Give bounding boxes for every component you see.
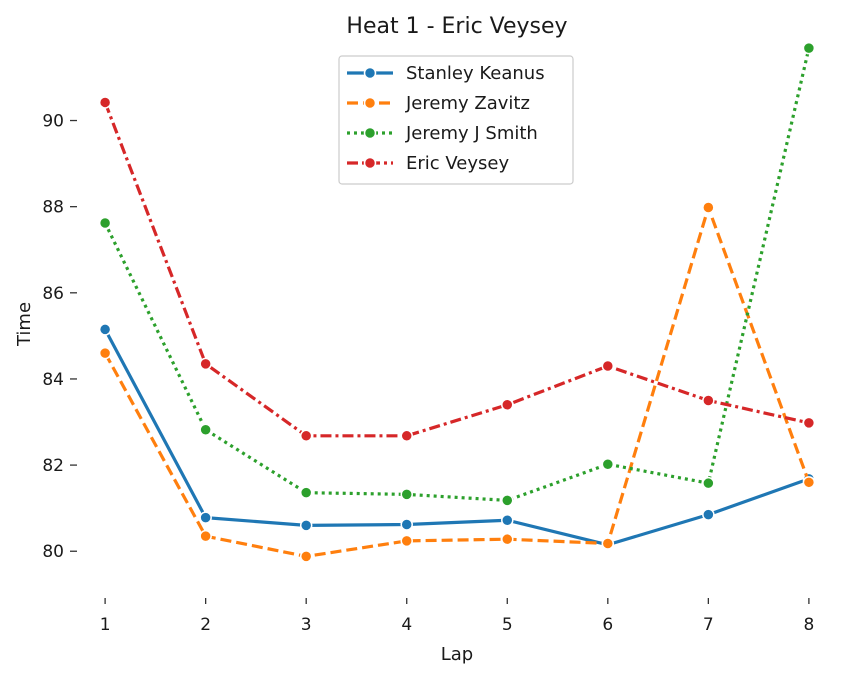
data-point (299, 550, 313, 563)
data-point (601, 537, 615, 550)
x-tick-label: 2 (200, 615, 211, 635)
x-tick-label: 6 (602, 615, 613, 635)
x-tick-label: 5 (502, 615, 513, 635)
data-point (98, 346, 112, 360)
series-layer (98, 41, 816, 563)
data-point (98, 96, 112, 109)
legend-label: Jeremy J Smith (405, 123, 538, 144)
y-tick-label: 88 (42, 198, 64, 218)
data-point (501, 494, 514, 507)
data-point (199, 529, 212, 543)
x-axis-label: Lap (441, 644, 473, 665)
x-tick-label: 3 (301, 615, 312, 635)
series-line (103, 47, 811, 503)
data-point (400, 534, 413, 548)
x-tick-label: 4 (401, 615, 412, 635)
data-point (702, 201, 715, 214)
data-point (802, 416, 816, 430)
legend-marker (363, 66, 377, 80)
series-jeremy-zavitz (98, 201, 816, 563)
y-tick-label: 86 (42, 284, 64, 304)
legend-label: Stanley Keanus (406, 63, 545, 84)
y-tick-label: 90 (42, 112, 64, 132)
y-tick-label: 82 (42, 456, 64, 476)
series-eric-veysey (98, 96, 816, 443)
series-line (103, 328, 810, 547)
legend-label: Jeremy Zavitz (405, 93, 530, 114)
legend-box (338, 55, 574, 185)
legend-marker (363, 156, 377, 170)
data-point (501, 513, 514, 527)
data-point (501, 532, 514, 546)
series-line (103, 101, 810, 438)
data-point (400, 488, 413, 501)
data-point (400, 518, 413, 531)
data-point (501, 398, 514, 412)
data-point (299, 429, 313, 443)
data-point (802, 41, 816, 55)
x-tick-label: 1 (100, 615, 111, 635)
data-point (199, 511, 212, 524)
data-point (299, 519, 313, 532)
data-point (199, 423, 212, 437)
y-tick-label: 80 (42, 542, 64, 562)
data-point (199, 357, 212, 371)
legend-label: Eric Veysey (406, 153, 509, 174)
data-point (98, 323, 112, 336)
x-tick-label: 8 (803, 615, 814, 635)
x-tick-label: 7 (703, 615, 714, 635)
data-point (702, 476, 715, 490)
data-point (601, 359, 615, 373)
legend: Stanley Keanus Jeremy Zavitz Jeremy J Smit… (338, 55, 574, 185)
data-point (802, 476, 816, 489)
series-jeremy-j-smith (98, 41, 816, 507)
y-axis-label: Time (14, 302, 35, 347)
series-line (103, 205, 811, 559)
data-point (98, 216, 112, 230)
data-point (702, 508, 715, 521)
data-point (400, 429, 413, 443)
legend-marker (363, 126, 377, 140)
data-point (601, 457, 615, 471)
data-point (299, 486, 313, 499)
data-point (702, 394, 715, 407)
chart-title: Heat 1 - Eric Veysey (346, 14, 567, 39)
legend-marker (363, 96, 377, 110)
y-tick-label: 84 (42, 370, 64, 390)
